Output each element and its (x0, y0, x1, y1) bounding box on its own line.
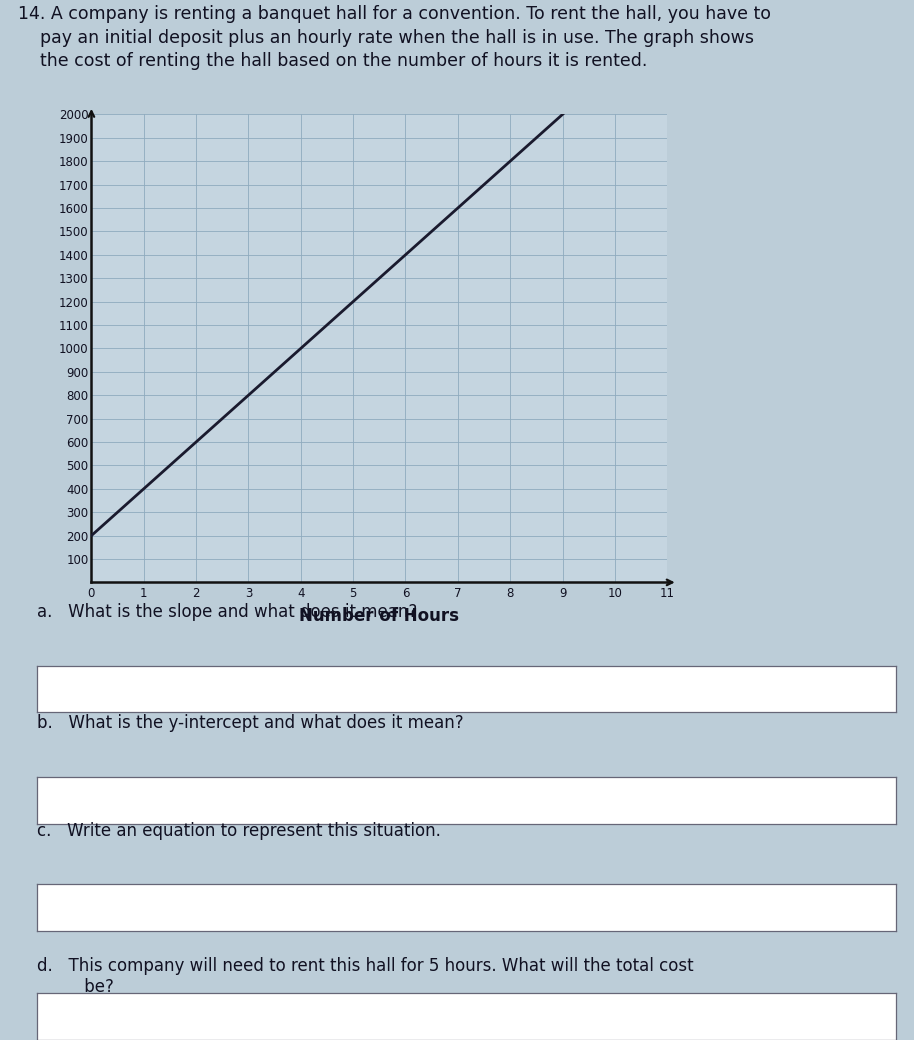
X-axis label: Number of Hours: Number of Hours (299, 606, 460, 624)
Text: c.   Write an equation to represent this situation.: c. Write an equation to represent this s… (37, 822, 441, 839)
Text: a.   What is the slope and what does it mean?: a. What is the slope and what does it me… (37, 603, 417, 621)
Text: 14. A company is renting a banquet hall for a convention. To rent the hall, you : 14. A company is renting a banquet hall … (18, 5, 771, 71)
Text: b.   What is the y-intercept and what does it mean?: b. What is the y-intercept and what does… (37, 714, 463, 732)
Text: d.   This company will need to rent this hall for 5 hours. What will the total c: d. This company will need to rent this h… (37, 957, 693, 995)
